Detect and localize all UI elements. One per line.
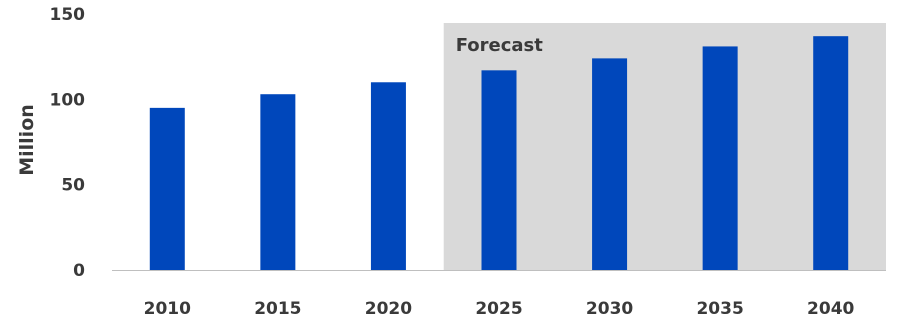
bar-2025 xyxy=(481,70,517,270)
bar-series xyxy=(149,36,849,271)
x-tick-2040: 2040 xyxy=(807,299,854,319)
x-tick-2025: 2025 xyxy=(475,299,522,319)
bar-2015 xyxy=(260,94,296,270)
y-tick-50: 50 xyxy=(61,176,85,196)
bar-2040 xyxy=(813,36,849,270)
x-tick-2030: 2030 xyxy=(586,299,633,319)
y-axis-ticks: 0 50 100 150 xyxy=(50,5,86,281)
y-tick-100: 100 xyxy=(50,90,86,110)
bar-2030 xyxy=(592,58,628,270)
x-axis-ticks: 2010 2015 2020 2025 2030 2035 2040 xyxy=(144,299,855,319)
bar-2020 xyxy=(370,82,406,271)
x-tick-2010: 2010 xyxy=(144,299,191,319)
y-axis-label: Million xyxy=(16,104,38,176)
forecast-region xyxy=(443,23,886,270)
x-tick-2035: 2035 xyxy=(696,299,743,319)
x-tick-2015: 2015 xyxy=(254,299,301,319)
forecast-label: Forecast xyxy=(456,35,544,56)
y-tick-150: 150 xyxy=(50,5,86,25)
bar-2010 xyxy=(149,107,185,270)
x-tick-2020: 2020 xyxy=(365,299,412,319)
y-tick-0: 0 xyxy=(73,261,85,281)
bar-2035 xyxy=(702,46,738,270)
